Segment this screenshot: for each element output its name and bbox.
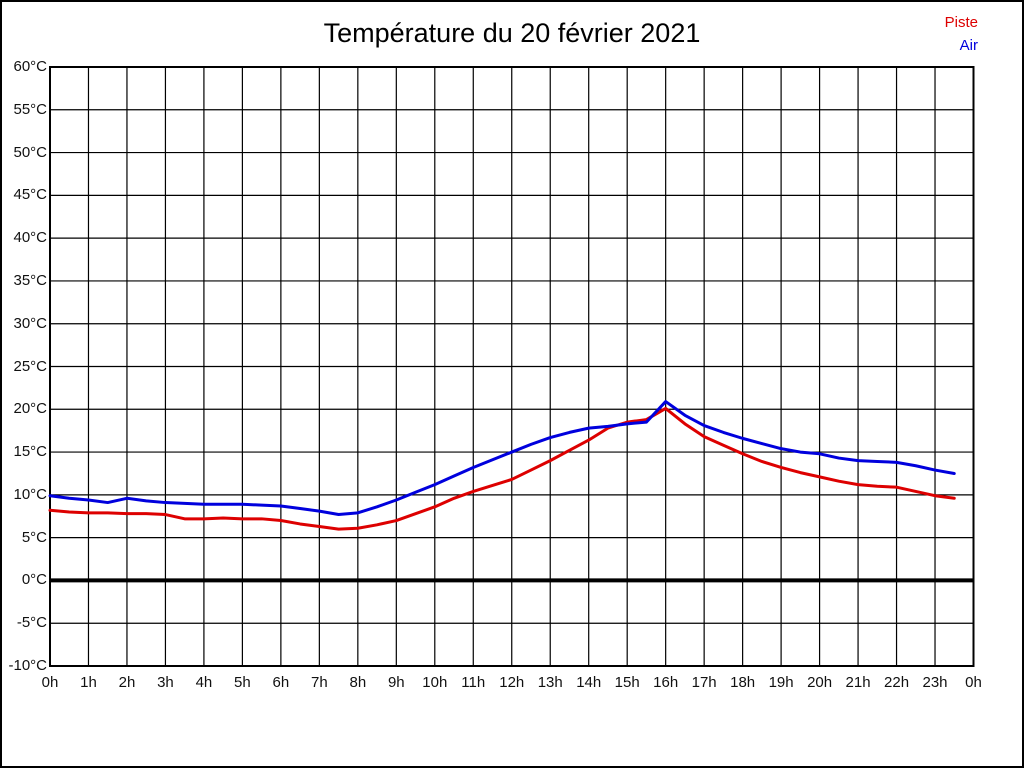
x-tick-label: 13h	[537, 674, 563, 691]
series-line-air	[48, 400, 956, 517]
x-tick-label: 5h	[234, 674, 251, 691]
x-tick-label: 21h	[845, 674, 871, 691]
plot-border	[49, 66, 975, 667]
x-tick-label: 22h	[884, 674, 910, 691]
x-tick-label: 9h	[387, 674, 405, 691]
y-tick-label: -5°C	[16, 614, 47, 632]
chart-legend: Piste Air	[945, 11, 978, 57]
y-tick-label: 40°C	[13, 229, 47, 247]
x-tick-label: 16h	[653, 674, 679, 691]
x-tick-label: 14h	[576, 674, 602, 691]
x-tick-label: 20h	[807, 674, 833, 691]
x-tick-label: 4h	[195, 674, 213, 691]
x-tick-label: 18h	[730, 674, 756, 691]
y-tick-label: 30°C	[13, 314, 47, 332]
x-tick-label: 12h	[499, 674, 525, 691]
x-tick-label: 3h	[157, 674, 174, 691]
chart-title: Température du 20 février 2021	[323, 18, 701, 48]
x-tick-label: 7h	[311, 674, 328, 691]
x-tick-label: 0h	[965, 674, 982, 691]
series-line-piste	[48, 406, 956, 531]
x-tick-label: 23h	[922, 674, 948, 691]
y-tick-label: 45°C	[13, 186, 47, 204]
x-tick-label: 2h	[118, 674, 136, 691]
y-tick-label: 0°C	[21, 571, 47, 589]
x-tick-label: 0h	[41, 674, 59, 691]
legend-item-air: Air	[959, 37, 978, 54]
x-tick-label: 11h	[461, 674, 486, 691]
y-tick-label: 25°C	[13, 357, 47, 375]
x-tick-label: 6h	[272, 674, 290, 691]
x-tick-label: 10h	[422, 674, 448, 691]
y-tick-label: 20°C	[13, 400, 47, 418]
legend-item-piste: Piste	[944, 14, 978, 31]
y-tick-label: 5°C	[21, 528, 47, 546]
y-tick-label: 15°C	[13, 443, 47, 461]
y-tick-label: -10°C	[8, 657, 47, 674]
y-tick-label: 35°C	[13, 271, 47, 289]
y-tick-label: 50°C	[13, 143, 47, 161]
x-tick-label: 15h	[614, 674, 640, 691]
x-tick-label: 19h	[768, 674, 794, 691]
y-tick-label: 55°C	[13, 100, 47, 118]
x-tick-label: 17h	[691, 674, 717, 691]
x-tick-label: 1h	[80, 674, 97, 691]
y-tick-label: 10°C	[13, 485, 47, 503]
y-tick-label: 60°C	[13, 58, 47, 75]
x-tick-label: 8h	[349, 674, 367, 691]
